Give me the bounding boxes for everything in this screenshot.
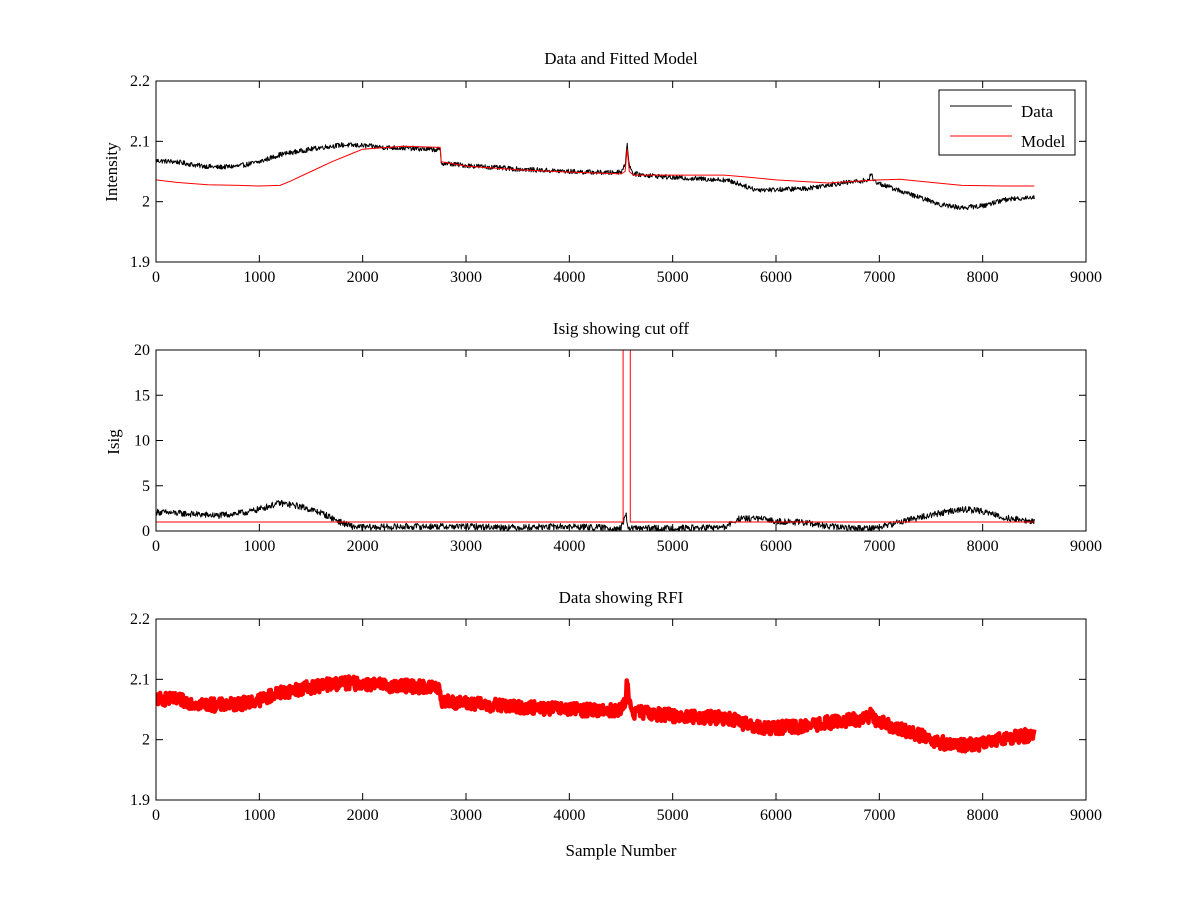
panel-1-plot: 0 1000 2000 3000 4000 5000 6000 7000 8000 9000 1.9…	[130, 73, 1102, 286]
x-tick-label: 6000	[760, 269, 792, 286]
x-tick-label: 5000	[657, 269, 689, 286]
legend: Data Model	[938, 89, 1076, 156]
y-tick-label: 2	[142, 194, 150, 211]
x-tick-label: 3000	[450, 269, 482, 286]
panel-2-plot: 0 1000 2000 3000 4000 5000 6000 7000 8000 9000 0 5 1…	[134, 342, 1102, 555]
x-tick-label: 5000	[657, 538, 689, 555]
panel-3-plot: 0 1000 2000 3000 4000 5000 6000 7000 8000 9000 1.9…	[130, 611, 1102, 824]
series-group	[156, 142, 1035, 211]
panel-1-title: Data and Fitted Model	[544, 49, 698, 68]
legend-box	[938, 89, 1076, 156]
x-tick-label: 3000	[450, 807, 482, 824]
y-tick-label: 20	[134, 342, 150, 359]
y-tick-label: 0	[142, 523, 150, 540]
panel-data-and-fitted-model: Data and Fitted Model Intensity 0 1000 200…	[102, 49, 1102, 286]
series-group	[156, 350, 1035, 531]
panel-2-ylabel: Isig	[104, 429, 123, 455]
series-model-line	[156, 145, 1035, 187]
x-tick-label: 3000	[450, 538, 482, 555]
series-data-line	[156, 142, 1035, 211]
x-tick-label: 6000	[760, 807, 792, 824]
legend-data-label: Data	[1021, 102, 1054, 121]
x-tick-label: 4000	[553, 807, 585, 824]
x-tick-label: 5000	[657, 807, 689, 824]
x-tick-label: 6000	[760, 538, 792, 555]
panel-isig-showing-cut-off: Isig showing cut off Isig 0 1000 2000 3000 4…	[104, 319, 1102, 555]
y-tick-label: 2	[142, 732, 150, 749]
panel-2-title: Isig showing cut off	[553, 319, 689, 338]
x-tick-label: 2000	[347, 269, 379, 286]
series-group	[156, 674, 1037, 754]
axes-box	[155, 618, 1087, 801]
y-tick-label: 1.9	[130, 792, 150, 809]
x-tick-label: 9000	[1070, 538, 1102, 555]
x-tick-label: 0	[152, 269, 160, 286]
series-1-line	[156, 350, 1035, 523]
x-tick-label: 2000	[347, 538, 379, 555]
y-tick-label: 10	[134, 433, 150, 450]
panel-data-showing-rfi: Data showing RFI 0 1000 2000 3000 4000 5000 60…	[130, 588, 1102, 860]
y-tick-label: 5	[142, 478, 150, 495]
x-tick-label: 2000	[347, 807, 379, 824]
panel-1-ylabel: Intensity	[102, 142, 121, 202]
panel-3-xlabel: Sample Number	[566, 841, 677, 860]
x-tick-label: 7000	[863, 807, 895, 824]
x-tick-label: 0	[152, 538, 160, 555]
x-tick-label: 4000	[553, 269, 585, 286]
x-tick-label: 0	[152, 807, 160, 824]
x-tick-label: 4000	[553, 538, 585, 555]
y-tick-label: 2.2	[130, 73, 150, 90]
y-tick-label: 2.1	[130, 671, 150, 688]
x-tick-label: 1000	[243, 538, 275, 555]
legend-model-label: Model	[1021, 132, 1066, 151]
axes-box	[155, 80, 1087, 263]
x-tick-label: 9000	[1070, 807, 1102, 824]
x-tick-label: 8000	[967, 269, 999, 286]
y-tick-label: 15	[134, 387, 150, 404]
x-tick-label: 7000	[863, 269, 895, 286]
panel-3-title: Data showing RFI	[559, 588, 684, 607]
y-tick-label: 2.2	[130, 611, 150, 628]
series-0-line	[156, 674, 1037, 754]
series-0-line	[156, 499, 1035, 531]
y-tick-label: 2.1	[130, 133, 150, 150]
x-tick-label: 8000	[967, 807, 999, 824]
y-tick-label: 1.9	[130, 254, 150, 271]
x-tick-label: 9000	[1070, 269, 1102, 286]
x-tick-label: 1000	[243, 807, 275, 824]
x-tick-label: 7000	[863, 538, 895, 555]
x-tick-label: 8000	[967, 538, 999, 555]
x-tick-label: 1000	[243, 269, 275, 286]
